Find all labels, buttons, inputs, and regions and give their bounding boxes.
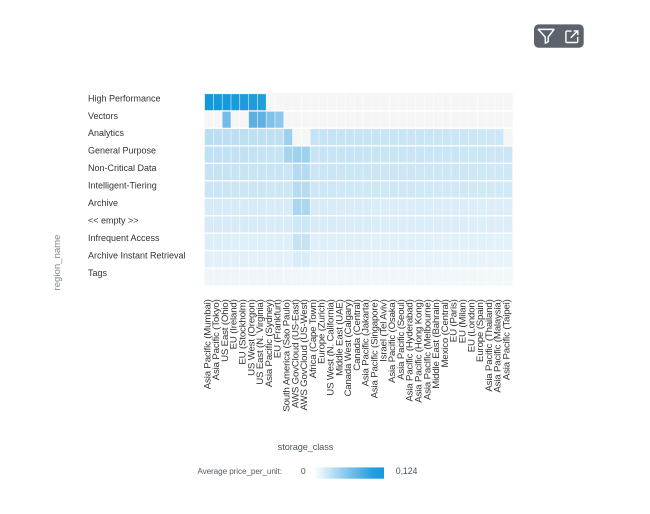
svg-text:Mexico (Central): Mexico (Central) — [440, 299, 451, 367]
svg-text:AWS GovCloud (US-West): AWS GovCloud (US-West) — [299, 299, 310, 410]
svg-text:Asia Pacific (Osaka): Asia Pacific (Osaka) — [387, 299, 398, 383]
svg-text:Asia Pacific (Singapore): Asia Pacific (Singapore) — [369, 299, 380, 398]
svg-text:Archive Instant Retrieval: Archive Instant Retrieval — [88, 251, 186, 261]
svg-text:Israel (Tel Aviv): Israel (Tel Aviv) — [378, 299, 389, 362]
svg-text:Middle East (UAE): Middle East (UAE) — [334, 299, 345, 376]
svg-text:High Performance: High Performance — [88, 93, 161, 103]
svg-text:Analytics: Analytics — [88, 128, 125, 138]
svg-text:Europe (Zurich): Europe (Zurich) — [317, 299, 328, 364]
svg-text:US West (Oregon): US West (Oregon) — [246, 299, 257, 376]
svg-text:Non-Critical Data: Non-Critical Data — [88, 163, 157, 173]
svg-text:Africa (Cape Town): Africa (Cape Town) — [308, 299, 319, 378]
svg-text:Vectors: Vectors — [88, 111, 119, 121]
svg-text:Asia Pacific (Hong Kong): Asia Pacific (Hong Kong) — [413, 299, 424, 402]
svg-text:Tags: Tags — [88, 268, 108, 278]
svg-text:Canada West (Calgary): Canada West (Calgary) — [343, 299, 354, 396]
svg-text:Asia Pacific (Taipei): Asia Pacific (Taipei) — [501, 299, 512, 380]
svg-text:Archive: Archive — [88, 198, 118, 208]
svg-text:EU (London): EU (London) — [466, 299, 477, 352]
svg-text:AWS GovCloud (US-East): AWS GovCloud (US-East) — [290, 299, 301, 408]
svg-text:<< empty >>: << empty >> — [88, 216, 139, 226]
svg-text:Asia Pacific (Seoul): Asia Pacific (Seoul) — [396, 299, 407, 379]
svg-text:Asia Pacific (Mumbai): Asia Pacific (Mumbai) — [202, 299, 213, 389]
svg-text:Asia Pacific (Thailand): Asia Pacific (Thailand) — [484, 299, 495, 391]
svg-text:Europe (Spain): Europe (Spain) — [475, 299, 486, 362]
svg-text:Asia Pacific (Melbourne): Asia Pacific (Melbourne) — [422, 299, 433, 400]
svg-text:Intelligent-Tiering: Intelligent-Tiering — [88, 181, 157, 191]
svg-text:EU (Frankfurt): EU (Frankfurt) — [273, 299, 284, 358]
svg-text:region_name: region_name — [52, 234, 63, 290]
svg-text:storage_class: storage_class — [278, 442, 334, 452]
svg-text:South America (Sao Paulo): South America (Sao Paulo) — [281, 299, 292, 411]
svg-text:Canada (Central): Canada (Central) — [352, 299, 363, 370]
svg-text:US East (N. Virginia): US East (N. Virginia) — [255, 299, 266, 384]
svg-text:Asia Pacific (Hyderabad): Asia Pacific (Hyderabad) — [405, 299, 416, 401]
svg-text:Average price_per_unit:: Average price_per_unit: — [197, 467, 281, 476]
svg-text:Asia Pacific (Sydney): Asia Pacific (Sydney) — [264, 299, 275, 387]
svg-text:US West (N. California): US West (N. California) — [325, 299, 336, 395]
svg-text:Asia Pacific (Tokyo): Asia Pacific (Tokyo) — [211, 299, 222, 380]
svg-text:EU (Milan): EU (Milan) — [457, 299, 468, 343]
svg-text:EU (Paris): EU (Paris) — [449, 299, 460, 342]
svg-text:EU (Ireland): EU (Ireland) — [229, 299, 240, 349]
svg-text:Asia Pacific (Jakarta): Asia Pacific (Jakarta) — [361, 299, 372, 386]
svg-text:US East (Ohio): US East (Ohio) — [220, 299, 231, 362]
svg-text:0: 0 — [301, 466, 306, 476]
svg-text:Infrequent Access: Infrequent Access — [88, 233, 160, 243]
svg-text:EU (Stockholm): EU (Stockholm) — [237, 299, 248, 364]
svg-text:0,124: 0,124 — [396, 466, 418, 476]
svg-text:General Purpose: General Purpose — [88, 146, 156, 156]
svg-text:Middle East (Bahrain): Middle East (Bahrain) — [431, 299, 442, 388]
svg-text:Asia Pacific (Malaysia): Asia Pacific (Malaysia) — [493, 299, 504, 392]
